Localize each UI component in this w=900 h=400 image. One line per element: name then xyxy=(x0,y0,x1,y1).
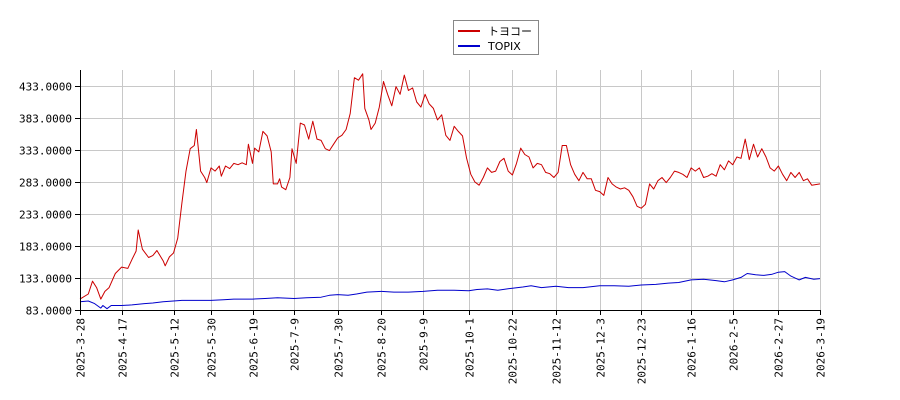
y-tick-label: 283.0000 xyxy=(19,177,72,190)
series-layer xyxy=(79,73,821,310)
legend-item-series-1: トヨコー xyxy=(458,24,532,38)
x-axis-tick-labels: 2025-3-28 2025-4-17 2025-5-12 2025-5-30 2025… xyxy=(75,318,828,384)
legend-label-series-2: TOPIX xyxy=(488,39,521,53)
x-tick-label: 2025-7-30 xyxy=(333,318,346,378)
axes xyxy=(75,70,821,315)
x-tick-label: 2025-3-28 xyxy=(75,318,88,378)
x-tick-label: 2025-9-9 xyxy=(418,318,431,371)
x-tick-label: 2025-6-19 xyxy=(248,318,261,378)
y-tick-label: 83.0000 xyxy=(26,305,72,318)
y-tick-label: 383.0000 xyxy=(19,113,72,126)
x-tick-label: 2025-5-30 xyxy=(206,318,219,378)
x-tick-label: 2025-8-20 xyxy=(376,318,389,378)
x-tick-label: 2025-12-23 xyxy=(636,318,649,384)
y-axis-tick-labels: 83.0000 133.0000 183.0000 233.0000 283.0000 3… xyxy=(19,81,72,318)
legend-swatch-blue xyxy=(458,45,480,47)
y-tick-label: 333.0000 xyxy=(19,145,72,158)
series-line-2 xyxy=(79,271,821,310)
x-tick-label: 2025-11-12 xyxy=(551,318,564,384)
legend-swatch-red xyxy=(458,30,480,32)
legend-label-series-1: トヨコー xyxy=(488,25,532,38)
x-tick-label: 2025-10-22 xyxy=(507,318,520,384)
x-tick-label: 2026-2-27 xyxy=(773,318,786,378)
y-tick-label: 133.0000 xyxy=(19,273,72,286)
legend-item-series-2: TOPIX xyxy=(458,39,521,53)
y-tick-label: 183.0000 xyxy=(19,241,72,254)
series-line-1 xyxy=(79,73,821,300)
x-tick-label: 2026-3-19 xyxy=(815,318,828,378)
x-tick-label: 2025-5-12 xyxy=(169,318,182,378)
grid-lines xyxy=(80,70,821,311)
x-tick-label: 2025-7-9 xyxy=(289,318,302,371)
y-tick-label: 233.0000 xyxy=(19,209,72,222)
x-tick-label: 2025-4-17 xyxy=(117,318,130,378)
x-tick-label: 2025-12-3 xyxy=(595,318,608,378)
y-tick-label: 433.0000 xyxy=(19,81,72,94)
x-tick-label: 2026-2-5 xyxy=(728,318,741,371)
x-tick-label: 2025-10-1 xyxy=(464,318,477,378)
legend: トヨコー TOPIX xyxy=(453,20,539,55)
x-tick-label: 2026-1-16 xyxy=(686,318,699,378)
